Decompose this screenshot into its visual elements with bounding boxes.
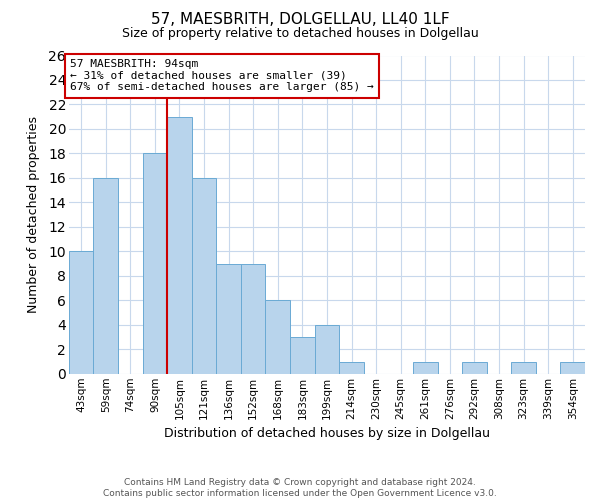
Bar — [290, 337, 314, 374]
Bar — [167, 116, 192, 374]
Bar — [511, 362, 536, 374]
Bar — [413, 362, 437, 374]
Bar — [314, 325, 339, 374]
Bar — [241, 264, 265, 374]
Y-axis label: Number of detached properties: Number of detached properties — [27, 116, 40, 313]
Bar — [217, 264, 241, 374]
Bar — [560, 362, 585, 374]
Bar — [265, 300, 290, 374]
X-axis label: Distribution of detached houses by size in Dolgellau: Distribution of detached houses by size … — [164, 427, 490, 440]
Bar — [143, 154, 167, 374]
Bar — [69, 252, 94, 374]
Text: 57, MAESBRITH, DOLGELLAU, LL40 1LF: 57, MAESBRITH, DOLGELLAU, LL40 1LF — [151, 12, 449, 28]
Bar — [192, 178, 217, 374]
Bar — [94, 178, 118, 374]
Bar — [339, 362, 364, 374]
Bar — [462, 362, 487, 374]
Text: 57 MAESBRITH: 94sqm
← 31% of detached houses are smaller (39)
67% of semi-detach: 57 MAESBRITH: 94sqm ← 31% of detached ho… — [70, 59, 374, 92]
Text: Size of property relative to detached houses in Dolgellau: Size of property relative to detached ho… — [122, 28, 478, 40]
Text: Contains HM Land Registry data © Crown copyright and database right 2024.
Contai: Contains HM Land Registry data © Crown c… — [103, 478, 497, 498]
